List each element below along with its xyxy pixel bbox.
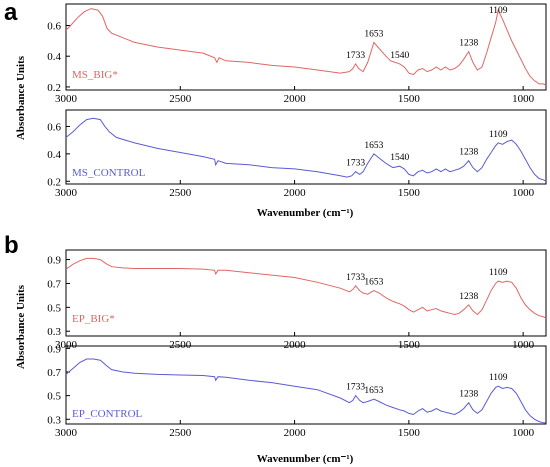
plot-frame xyxy=(65,249,547,337)
peak-label: 1109 xyxy=(489,268,508,278)
y-tick-label: 0.5 xyxy=(47,302,61,314)
y-tick-label: 0.4 xyxy=(47,149,61,161)
series-line xyxy=(65,117,547,182)
y-tick-label: 0.3 xyxy=(47,414,61,426)
peak-label: 1733 xyxy=(346,159,365,169)
x-tick-label: 3000 xyxy=(55,187,78,199)
peak-label: 1653 xyxy=(364,141,383,151)
x-tick-label: 2000 xyxy=(284,339,307,351)
peak-label: 1238 xyxy=(459,390,478,400)
y-tick-label: 0.6 xyxy=(47,21,61,33)
y-tick-label: 0.2 xyxy=(47,176,61,188)
x-tick-label: 1500 xyxy=(398,339,421,351)
y-tick-label: 0.7 xyxy=(47,278,61,290)
y-tick-label: 0.2 xyxy=(47,82,61,94)
x-tick-label: 1000 xyxy=(512,427,535,439)
y-tick-label: 0.9 xyxy=(47,255,61,267)
x-tick-label: 2500 xyxy=(169,427,192,439)
x-tick-label: 1500 xyxy=(398,187,421,199)
series-label: EP_BIG* xyxy=(72,313,115,325)
panel-b-ylabel: Absorbance Units xyxy=(15,284,27,369)
peak-label: 1733 xyxy=(346,273,365,283)
peak-label: 1109 xyxy=(489,373,508,383)
y-tick-label: 0.9 xyxy=(47,343,61,355)
x-tick-label: 1500 xyxy=(398,93,421,105)
peak-label: 1653 xyxy=(364,386,383,396)
x-tick-label: 1000 xyxy=(512,93,535,105)
peak-label: 1238 xyxy=(459,148,478,158)
peak-label: 1733 xyxy=(346,383,365,393)
series-label: EP_CONTROL xyxy=(72,408,143,420)
x-tick-label: 2000 xyxy=(284,427,307,439)
peak-label: 1653 xyxy=(364,278,383,288)
series-line xyxy=(65,257,547,319)
subplot-4: 0.3 0.5 0.7 0.9 3000 2500 2000 1500 1000 1733 1653… xyxy=(47,343,547,439)
y-tick-label: 0.3 xyxy=(47,326,61,338)
x-tick-label: 1500 xyxy=(398,427,421,439)
series-line xyxy=(65,8,547,86)
panel-a-ylabel: Absorbance Units xyxy=(15,55,27,140)
subplot-1: 0.2 0.4 0.6 3000 2500 2000 1500 1000 1733 1653 154… xyxy=(47,3,547,105)
series-label: MS_BIG* xyxy=(72,69,118,81)
subplot-3: 0.3 0.5 0.7 0.9 3000 2500 2000 1500 1000 1733 1653… xyxy=(47,249,547,351)
peak-label: 1109 xyxy=(489,6,508,16)
series-label: MS_CONTROL xyxy=(72,167,146,179)
x-tick-label: 1000 xyxy=(512,339,535,351)
x-tick-label: 3000 xyxy=(55,427,78,439)
x-tick-label: 2500 xyxy=(169,339,192,351)
x-tick-label: 1000 xyxy=(512,187,535,199)
plot-frame xyxy=(65,109,547,185)
x-tick-label: 2500 xyxy=(169,187,192,199)
peak-label: 1733 xyxy=(346,51,365,61)
x-tick-label: 3000 xyxy=(55,339,78,351)
panel-b-label: b xyxy=(4,232,19,259)
subplot-2: 0.2 0.4 0.6 3000 2500 2000 1500 1000 1733 1653 154… xyxy=(47,109,547,199)
y-tick-label: 0.6 xyxy=(47,121,61,133)
peak-label: 1109 xyxy=(489,130,508,140)
panel-a-label: a xyxy=(4,0,18,26)
x-tick-label: 2000 xyxy=(284,187,307,199)
peak-label: 1540 xyxy=(390,51,409,61)
plot-frame xyxy=(65,3,547,91)
panel-b-xlabel: Wavenumber (cm⁻¹) xyxy=(257,453,354,465)
x-tick-label: 2000 xyxy=(284,93,307,105)
peak-label: 1540 xyxy=(390,153,409,163)
y-tick-label: 0.4 xyxy=(47,51,61,63)
peak-label: 1653 xyxy=(364,29,383,39)
panel-a-xlabel: Wavenumber (cm⁻¹) xyxy=(257,207,354,219)
x-tick-label: 3000 xyxy=(55,93,78,105)
y-tick-label: 0.7 xyxy=(47,367,61,379)
peak-label: 1238 xyxy=(459,292,478,302)
y-tick-label: 0.5 xyxy=(47,391,61,403)
peak-label: 1238 xyxy=(459,39,478,49)
series-line xyxy=(65,358,546,424)
plot-frame xyxy=(65,345,547,425)
x-tick-label: 2500 xyxy=(169,93,192,105)
